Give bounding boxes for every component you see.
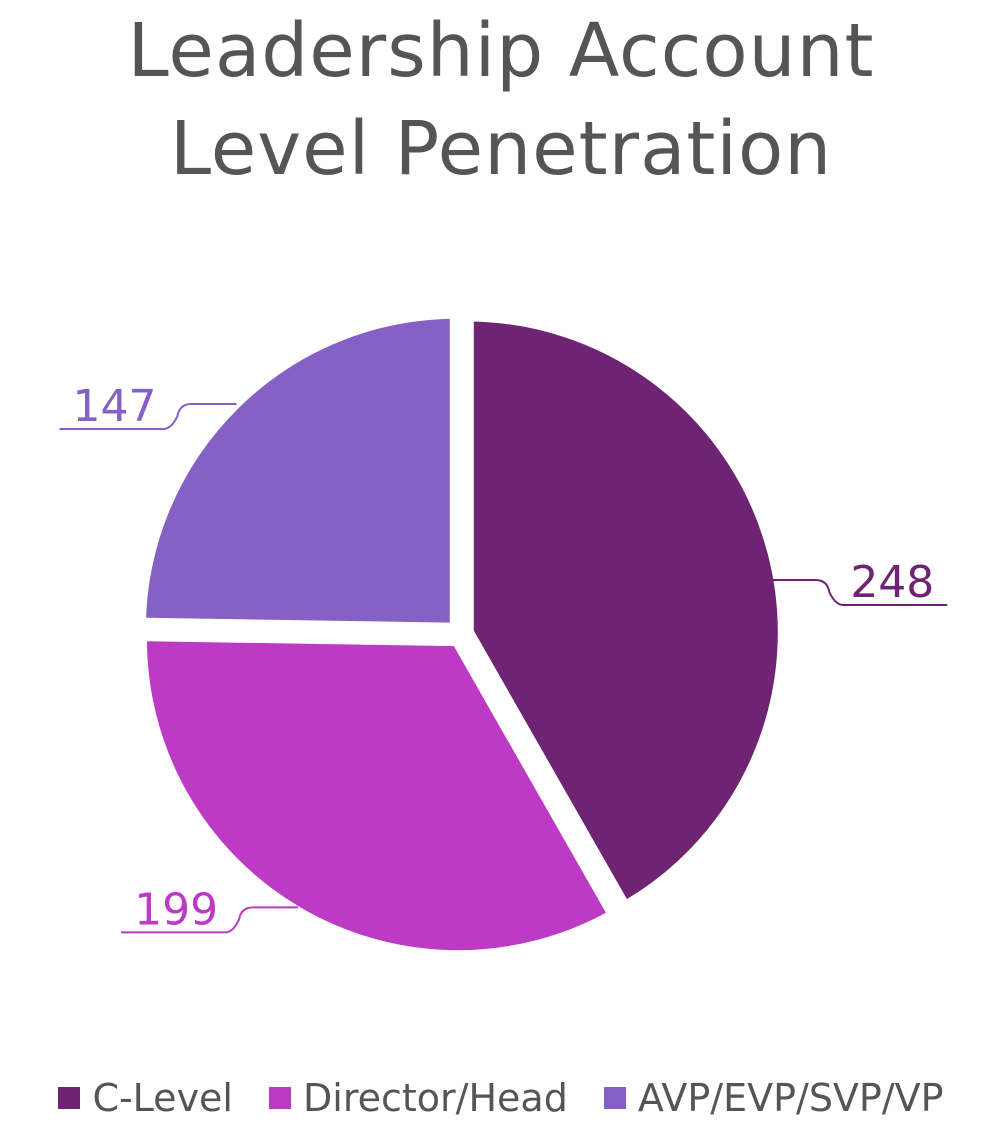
leader-line xyxy=(121,906,299,934)
chart-title: Leadership Account Level Penetration xyxy=(127,8,875,192)
data-label: 248 xyxy=(850,557,934,608)
pie-slice xyxy=(131,304,464,637)
legend-item: C-Level xyxy=(58,1076,233,1120)
legend-item: Director/Head xyxy=(269,1076,568,1120)
legend-label: AVP/EVP/SVP/VP xyxy=(637,1076,944,1120)
legend-swatch xyxy=(58,1087,81,1109)
legend-swatch xyxy=(603,1087,626,1109)
data-label: 199 xyxy=(134,884,218,935)
legend-swatch xyxy=(269,1087,291,1109)
legend-label: Director/Head xyxy=(303,1076,568,1120)
data-label: 147 xyxy=(73,381,157,432)
leader-line xyxy=(770,578,948,606)
legend: C-Level Director/Head AVP/EVP/SVP/VP xyxy=(0,1076,1002,1120)
leader-line xyxy=(59,402,237,430)
legend-label: C-Level xyxy=(92,1076,233,1120)
pie-slice xyxy=(132,627,623,965)
legend-item: AVP/EVP/SVP/VP xyxy=(603,1076,944,1120)
pie-slice xyxy=(459,307,792,916)
chart: 248 199 147 xyxy=(59,304,948,965)
